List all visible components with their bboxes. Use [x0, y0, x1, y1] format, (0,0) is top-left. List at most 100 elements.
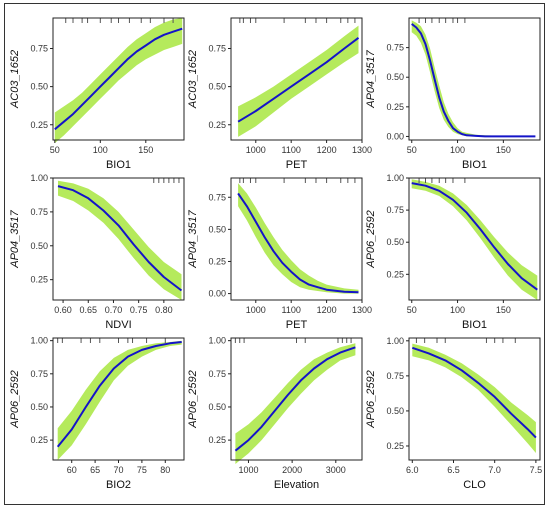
- response-line: [411, 182, 538, 291]
- y-tick-label: 0.75: [386, 43, 404, 53]
- y-tick-label: 0.25: [30, 120, 48, 130]
- x-tick-label: 6.5: [447, 465, 460, 475]
- y-tick-label: 0.50: [208, 402, 226, 412]
- x-tick-label: 7.5: [530, 465, 543, 475]
- y-tick-label: 0.75: [386, 205, 404, 215]
- panel-7: 60 65 70 75 80 0.25 0.50 0.75 1.00 BIO2 AP06_2592: [9, 336, 185, 491]
- y-tick-label: 0.25: [30, 275, 48, 285]
- x-tick-label: 80: [160, 465, 170, 475]
- panel-border: [408, 17, 541, 141]
- confidence-band: [235, 343, 356, 464]
- y-tick-label: 0.50: [30, 402, 48, 412]
- y-axis-label: AC03_1652: [187, 50, 199, 109]
- x-tick-label: 100: [450, 305, 465, 315]
- y-tick-label: 0.50: [208, 82, 226, 92]
- x-axis-label: BIO2: [106, 479, 131, 491]
- confidence-band: [412, 343, 536, 453]
- x-tick-label: 100: [93, 145, 108, 155]
- panel-2: 1000 1100 1200 1300 0.25 0.50 0.75 PET AC03_1652: [187, 17, 372, 171]
- panel-1: 50 100 150 0.25 0.50 0.75 BIO1 AC03_1652: [9, 17, 185, 171]
- y-tick-label: 0.25: [208, 120, 226, 130]
- x-tick-label: 1000: [238, 465, 258, 475]
- x-axis-label: CLO: [463, 479, 486, 491]
- confidence-band: [54, 18, 183, 144]
- y-axis-label: AP04_3517: [365, 49, 377, 108]
- x-tick-label: 150: [496, 305, 511, 315]
- x-tick-label: 0.75: [130, 305, 148, 315]
- panel-5: 1000 1100 1200 1300 0.00 0.25 0.50 0.75 PET AP04_…: [187, 177, 372, 331]
- x-axis-label: Elevation: [274, 479, 319, 491]
- y-tick-label: 0.25: [386, 269, 404, 279]
- x-tick-label: 3000: [326, 465, 346, 475]
- y-tick-label: 0.25: [386, 102, 404, 112]
- y-axis-label: AP06_2592: [9, 370, 21, 429]
- x-axis-label: BIO1: [462, 319, 487, 331]
- y-tick-label: 1.00: [30, 336, 48, 346]
- x-tick-label: 6.0: [406, 465, 419, 475]
- y-tick-label: 0.75: [30, 369, 48, 379]
- x-tick-label: 1100: [282, 305, 301, 315]
- x-axis-label: NDVI: [105, 319, 131, 331]
- x-tick-label: 1100: [282, 145, 301, 155]
- y-tick-label: 0.75: [208, 369, 226, 379]
- panel-6: 50 100 150 0.25 0.50 0.75 1.00 BIO1 AP06_2592: [365, 173, 541, 331]
- response-line: [411, 346, 537, 439]
- x-tick-label: 150: [138, 145, 153, 155]
- y-tick-label: 0.75: [30, 207, 48, 217]
- x-tick-label: 1200: [317, 145, 337, 155]
- confidence-band: [411, 179, 538, 300]
- y-tick-label: 0.75: [208, 44, 226, 54]
- x-tick-label: 50: [407, 305, 417, 315]
- panel-border: [408, 337, 541, 461]
- y-axis-label: AC03_1652: [9, 50, 21, 109]
- y-tick-label: 0.25: [208, 435, 226, 445]
- confidence-band: [58, 180, 182, 300]
- x-tick-label: 1200: [317, 305, 337, 315]
- y-tick-label: 0.50: [386, 72, 404, 82]
- x-axis-label: BIO1: [462, 159, 487, 171]
- y-tick-label: 0.75: [386, 371, 404, 381]
- y-tick-label: 1.00: [386, 336, 404, 346]
- x-tick-label: 7.0: [488, 465, 501, 475]
- confidence-band: [238, 183, 359, 294]
- y-tick-label: 0.25: [386, 441, 404, 451]
- y-axis-label: AP04_3517: [187, 209, 199, 268]
- x-tick-label: 0.80: [155, 305, 173, 315]
- x-tick-label: 0.70: [105, 305, 123, 315]
- x-axis-label: PET: [286, 159, 308, 171]
- x-tick-label: 50: [407, 145, 417, 155]
- panel-border: [52, 17, 185, 141]
- y-axis-label: AP04_3517: [9, 209, 21, 268]
- x-tick-label: 150: [496, 145, 511, 155]
- y-tick-label: 0.25: [30, 435, 48, 445]
- y-tick-label: 0.25: [208, 256, 226, 266]
- response-line: [234, 346, 356, 452]
- x-tick-label: 70: [113, 465, 123, 475]
- y-tick-label: 0.50: [30, 241, 48, 251]
- confidence-band: [411, 20, 536, 137]
- y-axis-label: AP06_2592: [187, 370, 199, 429]
- response-line: [57, 185, 183, 292]
- x-tick-label: 1300: [352, 145, 372, 155]
- x-tick-label: 100: [450, 145, 465, 155]
- y-tick-label: 0.50: [386, 406, 404, 416]
- y-tick-label: 0.00: [208, 289, 226, 299]
- y-tick-label: 0.50: [208, 224, 226, 234]
- y-tick-label: 1.00: [386, 173, 404, 183]
- x-tick-label: 2000: [282, 465, 302, 475]
- response-line: [56, 341, 182, 448]
- panel-8: 1000 2000 3000 0.25 0.50 0.75 1.00 Elevation AP0…: [187, 336, 363, 491]
- y-axis-label: AP06_2592: [365, 370, 377, 429]
- panel-3: 50 100 150 0.00 0.25 0.50 0.75 BIO1 AP04_3517: [365, 17, 541, 171]
- panel-border: [408, 177, 541, 301]
- y-tick-label: 0.00: [386, 131, 404, 141]
- panel-border: [52, 177, 185, 301]
- y-axis-label: AP06_2592: [365, 210, 377, 269]
- y-tick-label: 1.00: [30, 173, 48, 183]
- panel-border: [230, 337, 363, 461]
- panel-9: 6.0 6.5 7.0 7.5 0.25 0.50 0.75 1.00 CLO AP06_2592: [365, 336, 542, 491]
- y-tick-label: 0.75: [30, 44, 48, 54]
- x-tick-label: 75: [137, 465, 147, 475]
- x-tick-label: 1000: [246, 145, 266, 155]
